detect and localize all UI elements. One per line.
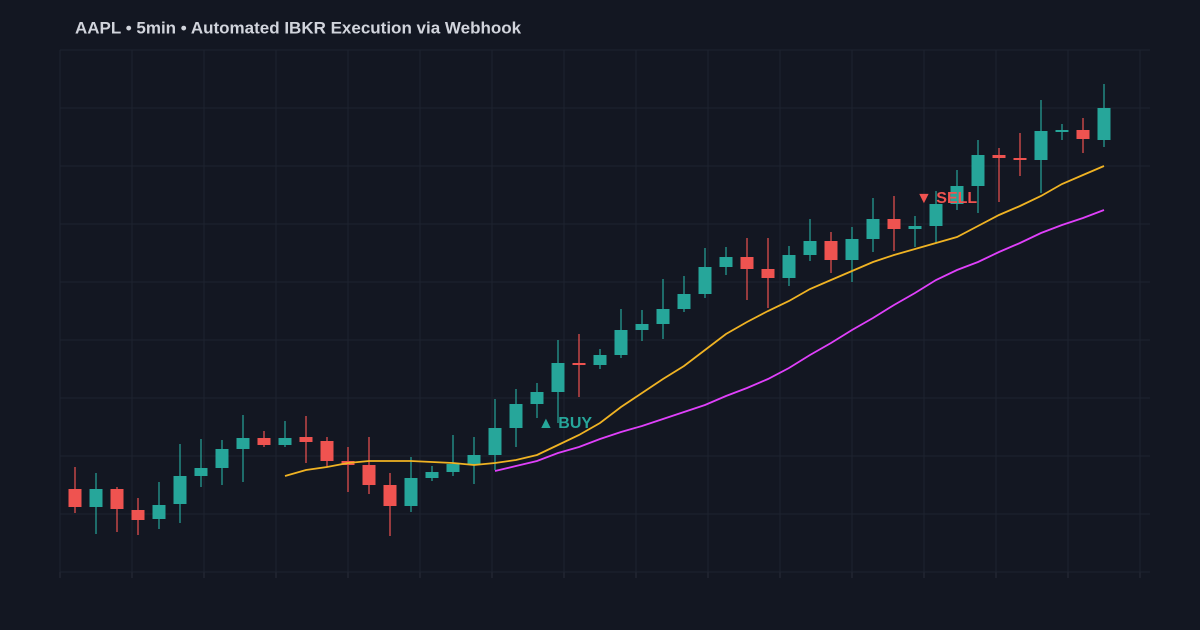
- candle-body: [1034, 131, 1048, 160]
- candle-body: [551, 363, 565, 392]
- candle-body: [68, 489, 82, 507]
- candle-body: [278, 438, 292, 445]
- candle-body: [320, 441, 334, 461]
- candle-body: [992, 155, 1006, 158]
- candle-body: [887, 219, 901, 229]
- candle-body: [1097, 108, 1111, 140]
- candle-body: [467, 455, 481, 465]
- candle-body: [593, 355, 607, 365]
- candle-body: [824, 241, 838, 260]
- candle-body: [1013, 158, 1027, 160]
- candle-body: [761, 269, 775, 278]
- candle-body: [803, 241, 817, 255]
- candle-body: [299, 437, 313, 442]
- candle-body: [530, 392, 544, 404]
- candle-body: [446, 464, 460, 472]
- candle-body: [257, 438, 271, 445]
- candle-body: [110, 489, 124, 509]
- candle-body: [782, 255, 796, 278]
- moving-average-line: [494, 209, 1105, 472]
- candle-body: [488, 428, 502, 455]
- candle-body: [509, 404, 523, 428]
- candle-body: [1076, 130, 1090, 139]
- candle-body: [572, 363, 586, 365]
- candle-body: [677, 294, 691, 309]
- candle-body: [215, 449, 229, 468]
- candle-body: [1055, 130, 1069, 132]
- moving-average-line: [284, 165, 1105, 477]
- grid: [59, 49, 1150, 578]
- candle-body: [719, 257, 733, 267]
- plot: [68, 84, 1111, 536]
- candle-body: [845, 239, 859, 260]
- candle-body: [383, 485, 397, 506]
- candle-body: [173, 476, 187, 504]
- candle-body: [740, 257, 754, 269]
- sell-annotation: ▼ SELL: [916, 190, 977, 207]
- candle-body: [656, 309, 670, 324]
- candle-body: [614, 330, 628, 355]
- candle-body: [236, 438, 250, 449]
- chart-title: AAPL • 5min • Automated IBKR Execution v…: [75, 18, 522, 37]
- candle-body: [425, 472, 439, 478]
- candle-body: [362, 465, 376, 485]
- candle-body: [866, 219, 880, 239]
- candle-body: [971, 155, 985, 186]
- buy-annotation: ▲ BUY: [538, 415, 592, 432]
- candle-body: [194, 468, 208, 476]
- candle-body: [635, 324, 649, 330]
- candle-body: [404, 478, 418, 506]
- candle-body: [698, 267, 712, 294]
- candle-body: [950, 186, 964, 204]
- candle-body: [152, 505, 166, 519]
- candle-body: [89, 489, 103, 507]
- candle-body: [131, 510, 145, 520]
- candle-body: [929, 204, 943, 226]
- candle-body: [908, 226, 922, 229]
